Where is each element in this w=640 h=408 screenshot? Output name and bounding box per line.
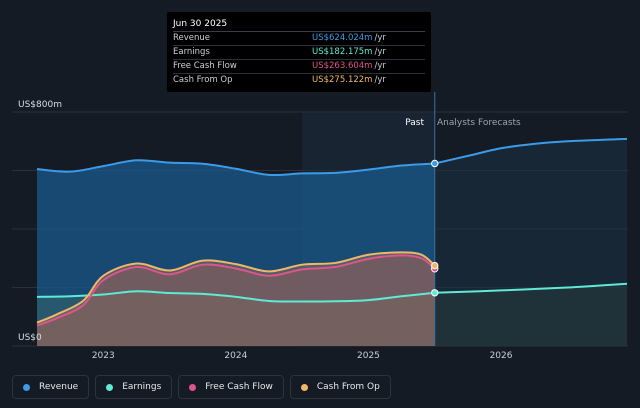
- legend-label: Earnings: [122, 382, 162, 392]
- legend-label: Free Cash Flow: [205, 382, 273, 392]
- revenue-area: [37, 160, 435, 346]
- tooltip-label: Free Cash Flow: [173, 61, 237, 71]
- revenue-line: [36, 159, 435, 177]
- legend-dot-icon: [189, 383, 197, 391]
- legend-dot-icon: [300, 383, 308, 391]
- past-label: Past: [405, 118, 424, 128]
- earnings-forecast-area: [434, 283, 627, 346]
- revenue-point: [431, 159, 439, 168]
- legend-label: Cash From Op: [316, 382, 380, 392]
- tooltip-label: Earnings: [173, 47, 210, 57]
- tooltip-value: US$275.122m: [312, 75, 373, 85]
- tooltip-value: US$624.024m: [312, 33, 373, 43]
- y-axis-top-label: US$800m: [18, 100, 62, 110]
- tooltip-date: Jun 30 2025: [173, 17, 425, 32]
- free-cash-flow-line: [36, 254, 436, 327]
- legend-dot-icon: [106, 383, 114, 391]
- tooltip-row-cash-from-op: Cash From Op US$275.122m /yr: [173, 74, 425, 87]
- earnings-area: [37, 291, 435, 346]
- chart-lines: [36, 137, 628, 327]
- tooltip: Jun 30 2025 Revenue US$624.024m /yr Earn…: [167, 12, 431, 92]
- y-axis-bottom-label: US$0: [18, 333, 42, 343]
- legend-item-cash-from-op[interactable]: Cash From Op: [289, 375, 391, 399]
- tooltip-unit: /yr: [374, 33, 386, 43]
- earnings-forecast-line: [434, 282, 628, 294]
- cash-from-op-area: [37, 252, 435, 346]
- tooltip-unit: /yr: [374, 61, 386, 71]
- cash-from-op-line: [36, 251, 436, 324]
- tooltip-row-earnings: Earnings US$182.175m /yr: [173, 46, 425, 60]
- legend-item-free-cash-flow[interactable]: Free Cash Flow: [178, 375, 284, 399]
- legend: Revenue Earnings Free Cash Flow Cash Fro…: [12, 375, 391, 399]
- chart-areas: [37, 138, 627, 346]
- legend-item-revenue[interactable]: Revenue: [12, 375, 90, 399]
- tooltip-label: Revenue: [173, 33, 211, 43]
- x-tick-label: 2026: [490, 351, 513, 361]
- hover-points: [431, 159, 439, 297]
- forecast-label: Analysts Forecasts: [437, 118, 521, 128]
- x-tick-label: 2023: [92, 351, 115, 361]
- tooltip-value: US$263.604m: [312, 61, 373, 71]
- earnings-line: [36, 290, 435, 303]
- tooltip-label: Cash From Op: [173, 75, 233, 85]
- revenue-forecast-line: [434, 137, 628, 165]
- tooltip-unit: /yr: [374, 75, 386, 85]
- free-cash-flow-area: [37, 255, 435, 346]
- cash-from-op-point: [431, 261, 439, 270]
- earnings-point: [431, 289, 439, 297]
- legend-dot-icon: [23, 383, 30, 391]
- legend-item-earnings[interactable]: Earnings: [95, 375, 173, 399]
- tooltip-value: US$182.175m: [312, 47, 373, 57]
- legend-label: Revenue: [39, 382, 79, 392]
- x-tick-label: 2025: [357, 351, 380, 361]
- tooltip-row-free-cash-flow: Free Cash Flow US$263.604m /yr: [173, 60, 425, 74]
- tooltip-unit: /yr: [374, 47, 386, 57]
- x-axis-ticks: 2023 2024 2025 2026: [92, 351, 513, 361]
- tooltip-row-revenue: Revenue US$624.024m /yr: [173, 32, 425, 46]
- x-tick-label: 2024: [224, 351, 247, 361]
